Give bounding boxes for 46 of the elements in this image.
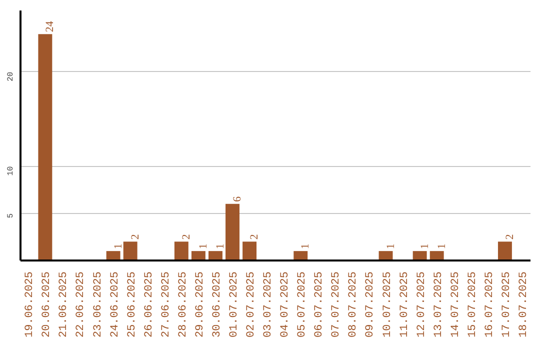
- y-tick-label: 5: [6, 213, 16, 218]
- x-tick-label: 25.06.2025: [126, 271, 138, 338]
- x-tick-label: 13.07.2025: [432, 271, 445, 338]
- x-tick-label: 30.06.2025: [211, 271, 224, 338]
- x-tick-label: 05.07.2025: [296, 271, 309, 338]
- data-label: 1: [300, 244, 312, 250]
- x-tick-label: 04.07.2025: [280, 271, 292, 338]
- x-tick-label: 11.07.2025: [398, 271, 411, 338]
- x-tick-label: 01.07.2025: [228, 271, 241, 338]
- x-tick-label: 02.07.2025: [246, 271, 258, 338]
- data-label: 1: [384, 244, 397, 250]
- x-tick-label: 28.06.2025: [177, 271, 190, 338]
- x-tick-label: 29.06.2025: [194, 271, 206, 338]
- x-tick-label: 03.07.2025: [262, 271, 275, 338]
- data-label: 2: [248, 234, 261, 240]
- data-label: 1: [197, 244, 210, 250]
- x-tick-label: 26.06.2025: [143, 271, 156, 338]
- data-label: 2: [180, 234, 192, 240]
- x-tick-label: 06.07.2025: [314, 271, 326, 338]
- x-tick-label: 12.07.2025: [416, 271, 428, 338]
- x-tick-label: 20.06.2025: [41, 271, 54, 338]
- x-tick-label: 27.06.2025: [160, 271, 172, 338]
- x-tick-label: 24.06.2025: [109, 271, 122, 338]
- x-tick-label: 15.07.2025: [466, 271, 479, 338]
- x-tick-label: 22.06.2025: [75, 271, 88, 338]
- x-tick-label: 18.07.2025: [518, 271, 530, 338]
- data-label: 1: [112, 244, 124, 250]
- data-label: 1: [436, 244, 448, 250]
- data-label: 2: [129, 234, 142, 240]
- x-tick-label: 16.07.2025: [484, 271, 496, 338]
- x-tick-label: 19.06.2025: [24, 271, 36, 338]
- y-tick-label: 20: [6, 72, 16, 82]
- x-tick-label: 17.07.2025: [500, 271, 513, 338]
- data-label: 2: [504, 234, 516, 240]
- x-tick-label: 21.06.2025: [58, 271, 70, 338]
- data-label: 24: [44, 20, 56, 32]
- x-tick-label: 23.06.2025: [92, 271, 104, 338]
- x-tick-label: 08.07.2025: [348, 271, 360, 338]
- x-tick-label: 14.07.2025: [450, 271, 462, 338]
- x-tick-label: 10.07.2025: [382, 271, 394, 338]
- data-label: 6: [232, 196, 244, 202]
- y-tick-label: 10: [6, 166, 16, 176]
- data-label: 1: [214, 244, 226, 250]
- x-tick-label: 09.07.2025: [364, 271, 377, 338]
- x-tick-label: 07.07.2025: [330, 271, 343, 338]
- data-label: 1: [418, 244, 431, 250]
